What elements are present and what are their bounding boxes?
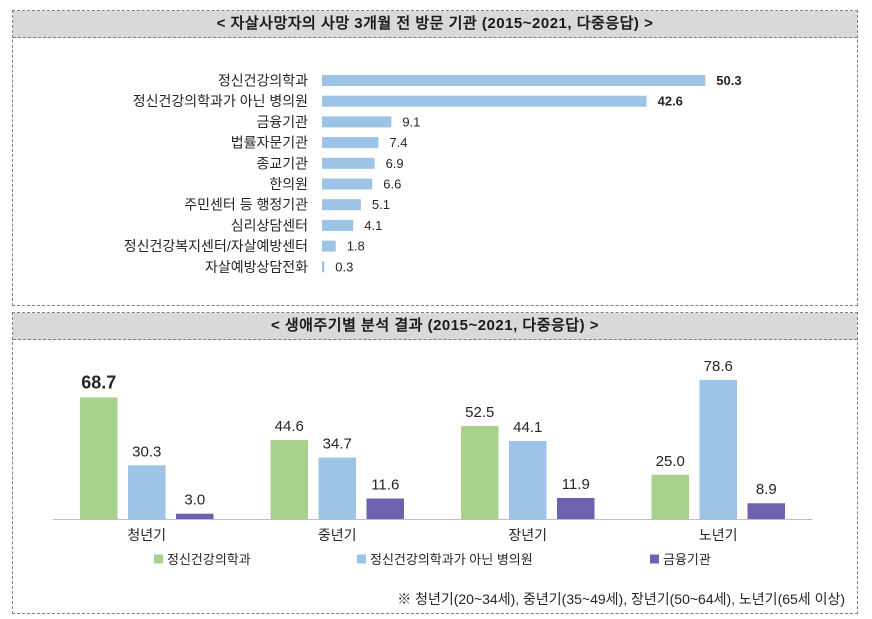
value-label: 0.3 [335, 259, 353, 274]
category-label: 금융기관 [256, 114, 308, 130]
bar [128, 465, 166, 519]
value-label: 7.4 [389, 135, 407, 150]
bar [747, 503, 785, 519]
category-label: 중년기 [318, 527, 357, 543]
bar [366, 498, 404, 519]
value-label: 25.0 [656, 453, 685, 470]
legend-label: 금융기관 [663, 552, 711, 567]
value-label: 9.1 [402, 114, 420, 129]
bar [322, 199, 361, 211]
bar [322, 261, 325, 273]
bar [651, 474, 689, 519]
legend-swatch [650, 554, 659, 564]
value-label: 68.7 [81, 372, 116, 392]
bar [322, 157, 375, 169]
category-label: 정신건강복지센터/자살예방센터 [124, 238, 308, 254]
category-label: 한의원 [269, 176, 308, 192]
legend-item: 금융기관 [650, 552, 711, 567]
bar [270, 440, 308, 519]
category-label: 노년기 [699, 527, 738, 543]
value-label: 4.1 [364, 218, 382, 233]
bar [322, 95, 647, 107]
value-label: 11.9 [562, 476, 590, 493]
value-label: 50.3 [716, 73, 741, 88]
legend-label: 정신건강의학과 [167, 552, 251, 567]
value-label: 42.6 [658, 94, 683, 109]
value-label: 44.6 [275, 418, 304, 435]
legend-label: 정신건강의학과가 아닌 병의원 [370, 552, 533, 567]
value-label: 44.1 [513, 419, 542, 436]
bar [80, 397, 118, 519]
value-label: 78.6 [704, 358, 733, 375]
bar [322, 116, 392, 128]
bar [557, 497, 595, 519]
category-label: 청년기 [127, 527, 166, 543]
bar [699, 379, 737, 519]
value-label: 11.6 [371, 476, 399, 493]
category-label: 법률자문기관 [231, 135, 308, 151]
value-label: 6.6 [383, 177, 401, 192]
legend-swatch [154, 554, 163, 564]
category-label: 심리상담센터 [231, 217, 308, 233]
category-label: 주민센터 등 행정기관 [184, 197, 308, 213]
value-label: 6.9 [386, 156, 404, 171]
legend-swatch [357, 554, 366, 564]
value-label: 8.9 [756, 481, 777, 498]
value-label: 34.7 [323, 436, 352, 453]
legend-item: 정신건강의학과가 아닌 병의원 [357, 552, 533, 567]
value-label: 30.3 [132, 443, 161, 460]
category-label: 자살예방상담전화 [205, 259, 308, 275]
bar [322, 178, 373, 190]
bar [322, 219, 354, 231]
visited-institutions-panel: < 자살사망자의 사망 3개월 전 방문 기관 (2015~2021, 다중응답… [12, 10, 858, 306]
bar [176, 513, 214, 519]
footnote: ※ 청년기(20~34세), 중년기(35~49세), 장년기(50~64세),… [397, 591, 845, 607]
legend-item: 정신건강의학과 [154, 552, 251, 567]
value-label: 1.8 [347, 239, 365, 254]
category-label: 정신건강의학과가 아닌 병의원 [133, 93, 308, 109]
bar [322, 75, 706, 86]
value-label: 52.5 [465, 404, 494, 421]
panel-title: < 자살사망자의 사망 3개월 전 방문 기관 (2015~2021, 다중응답… [13, 11, 857, 38]
category-label: 종교기관 [256, 155, 308, 171]
bar [509, 440, 547, 519]
value-label: 5.1 [372, 197, 390, 212]
category-label: 정신건강의학과 [218, 73, 308, 89]
bar [322, 137, 379, 149]
value-label: 3.0 [184, 492, 205, 509]
life-cycle-panel: < 생애주기별 분석 결과 (2015~2021, 다중응답) > [12, 312, 858, 614]
bar [322, 240, 336, 252]
category-label: 장년기 [508, 527, 547, 543]
bar [461, 426, 499, 519]
panel-title: < 생애주기별 분석 결과 (2015~2021, 다중응답) > [13, 313, 857, 340]
bar [318, 457, 356, 519]
